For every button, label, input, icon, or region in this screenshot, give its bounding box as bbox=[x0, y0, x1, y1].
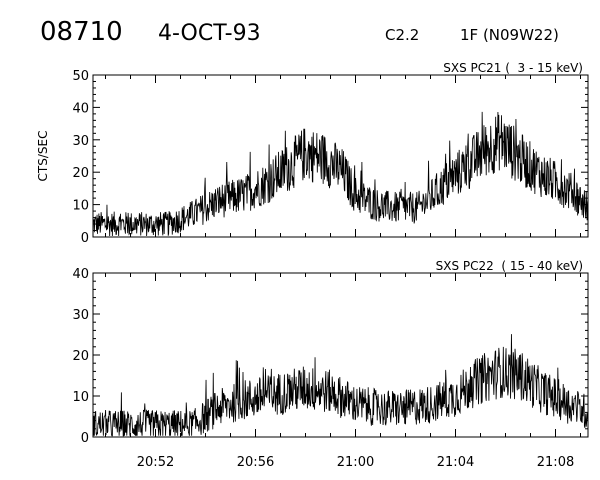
event-id: 08710 bbox=[40, 17, 123, 47]
y-tick-label: 10 bbox=[72, 199, 89, 214]
y-tick-label: 0 bbox=[81, 231, 89, 246]
y-tick-label: 20 bbox=[72, 349, 89, 364]
y-tick-label: 40 bbox=[72, 101, 89, 116]
goes-class: C2.2 bbox=[385, 26, 419, 44]
plot-frame-pc21 bbox=[92, 74, 589, 238]
y-tick-label: 0 bbox=[81, 431, 89, 446]
panel-title-pc21: SXS PC21 ( 3 - 15 keV) bbox=[443, 61, 583, 75]
x-tick-label: 20:52 bbox=[137, 455, 174, 470]
x-tick-label: 21:00 bbox=[337, 455, 374, 470]
x-tick-label: 20:56 bbox=[237, 455, 274, 470]
y-tick-label: 50 bbox=[72, 69, 89, 84]
panel-pc22: SXS PC22 ( 15 - 40 keV) 0 10 20 30 40 20:52 20… bbox=[72, 259, 589, 470]
y-tick-label: 20 bbox=[72, 166, 89, 181]
y-tick-label: 30 bbox=[72, 308, 89, 323]
y-tick-label: 10 bbox=[72, 390, 89, 405]
series-line-pc21 bbox=[92, 111, 589, 237]
panel-pc21: SXS PC21 ( 3 - 15 keV) CTS/SEC 0 10 20 30 40… bbox=[36, 61, 589, 246]
y-tick-label: 30 bbox=[72, 134, 89, 149]
y-tick-label: 40 bbox=[72, 267, 89, 282]
flare-info: 1F (N09W22) bbox=[460, 26, 559, 44]
x-tick-label: 21:08 bbox=[537, 455, 574, 470]
event-date: 4-OCT-93 bbox=[158, 21, 261, 46]
y-axis-label: CTS/SEC bbox=[36, 131, 50, 182]
series-line-pc22 bbox=[92, 334, 589, 437]
x-tick-label: 21:04 bbox=[437, 455, 474, 470]
panel-title-pc22: SXS PC22 ( 15 - 40 keV) bbox=[436, 259, 583, 273]
